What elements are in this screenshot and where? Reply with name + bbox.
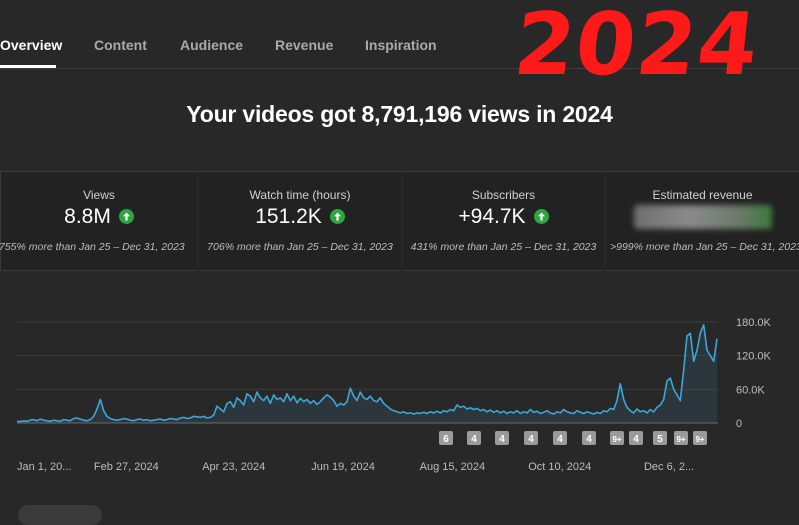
metric-label: Views xyxy=(83,188,115,202)
metric-cards: Views 8.8M 755% more than Jan 25 – Dec 3… xyxy=(0,171,799,271)
badge-box xyxy=(610,431,624,445)
badge-count: 4 xyxy=(528,434,534,445)
badge-box xyxy=(553,431,567,445)
day-event-badge[interactable]: 4 xyxy=(495,431,509,445)
day-event-badge[interactable]: 4 xyxy=(553,431,567,445)
metric-value: 8.8M xyxy=(64,205,111,228)
page-headline: Your videos got 8,791,196 views in 2024 xyxy=(186,101,613,127)
badge-count: 4 xyxy=(557,434,563,445)
metric-card-watch-time[interactable]: Watch time (hours) 151.2K 706% more than… xyxy=(199,171,401,271)
badge-count: 4 xyxy=(471,434,477,445)
badge-count: 4 xyxy=(586,434,592,445)
metric-label: Estimated revenue xyxy=(652,188,753,202)
badge-count: 4 xyxy=(499,434,505,445)
x-tick-label: Dec 6, 2... xyxy=(644,461,694,473)
day-event-badge[interactable]: 9+ xyxy=(674,431,688,445)
year-overlay-text: 2024 xyxy=(509,0,764,95)
tab-audience[interactable]: Audience xyxy=(180,37,244,53)
series-line xyxy=(16,324,718,423)
badge-count: 5 xyxy=(657,434,663,445)
y-tick-label: 60.0K xyxy=(736,384,765,396)
badge-box xyxy=(467,431,481,445)
metric-card-estimated-revenue[interactable]: Estimated revenue >999% more than Jan 25… xyxy=(606,171,799,271)
y-tick-label: 0 xyxy=(736,418,742,430)
metric-comparison: 431% more than Jan 25 – Dec 31, 2023 xyxy=(410,241,597,253)
day-event-badge[interactable]: 6 xyxy=(439,431,453,445)
x-tick-label: Oct 10, 2024 xyxy=(528,461,591,473)
blurred-revenue-value xyxy=(633,205,772,229)
tab-bar: Overview Content Audience Revenue Inspir… xyxy=(0,0,799,69)
tab-content[interactable]: Content xyxy=(94,37,147,53)
see-more-button[interactable] xyxy=(18,505,102,525)
arrow-up-icon xyxy=(118,208,134,224)
day-event-badge[interactable]: 4 xyxy=(629,431,643,445)
day-event-badge[interactable]: 4 xyxy=(467,431,481,445)
badge-box xyxy=(439,431,453,445)
arrow-up-icon xyxy=(329,208,345,224)
metric-value: +94.7K xyxy=(458,205,526,228)
x-tick-label: Apr 23, 2024 xyxy=(202,461,265,473)
badge-box xyxy=(674,431,688,445)
views-chart[interactable]: 180.0K 120.0K 60.0K 0 6 4 4 4 4 4 9+ 4 5 9+ 9+ Jan 1, 2… xyxy=(0,300,799,515)
day-event-badge[interactable]: 9+ xyxy=(693,431,707,445)
metric-comparison: >999% more than Jan 25 – Dec 31, 2023 xyxy=(610,241,799,253)
badge-box xyxy=(693,431,707,445)
metric-value: 151.2K xyxy=(255,205,322,228)
badge-count: 9+ xyxy=(695,435,704,444)
x-tick-label: Aug 15, 2024 xyxy=(420,461,485,473)
badge-count: 9+ xyxy=(676,435,685,444)
badge-box xyxy=(629,431,643,445)
badge-box xyxy=(582,431,596,445)
tab-inspiration[interactable]: Inspiration xyxy=(365,37,437,53)
metric-label: Watch time (hours) xyxy=(249,188,351,202)
metric-label: Subscribers xyxy=(471,188,536,202)
tab-revenue[interactable]: Revenue xyxy=(275,37,334,53)
day-event-badge[interactable]: 5 xyxy=(653,431,667,445)
metric-card-subscribers[interactable]: Subscribers +94.7K 431% more than Jan 25… xyxy=(403,171,604,271)
y-tick-label: 180.0K xyxy=(736,317,772,329)
views-line-chart[interactable]: 180.0K 120.0K 60.0K 0 6 4 4 4 4 4 9+ 4 5 9+ 9+ Jan 1, 2… xyxy=(0,300,799,515)
x-tick-label: Jun 19, 2024 xyxy=(311,461,375,473)
active-tab-indicator xyxy=(0,65,56,68)
badge-box xyxy=(524,431,538,445)
metric-comparison: 706% more than Jan 25 – Dec 31, 2023 xyxy=(207,241,393,253)
badge-box xyxy=(495,431,509,445)
metric-card-views[interactable]: Views 8.8M 755% more than Jan 25 – Dec 3… xyxy=(0,171,197,271)
y-tick-label: 120.0K xyxy=(736,351,772,363)
tab-overview[interactable]: Overview xyxy=(0,37,63,53)
badge-count: 4 xyxy=(633,434,639,445)
arrow-up-icon xyxy=(533,208,549,224)
badge-box xyxy=(653,431,667,445)
day-event-badge[interactable]: 4 xyxy=(524,431,538,445)
badge-count: 6 xyxy=(443,434,449,445)
badge-count: 9+ xyxy=(612,435,621,444)
x-tick-label: Jan 1, 20... xyxy=(17,461,71,473)
x-tick-label: Feb 27, 2024 xyxy=(94,461,159,473)
metric-comparison: 755% more than Jan 25 – Dec 31, 2023 xyxy=(0,241,185,253)
day-event-badge[interactable]: 9+ xyxy=(610,431,624,445)
day-event-badge[interactable]: 4 xyxy=(582,431,596,445)
